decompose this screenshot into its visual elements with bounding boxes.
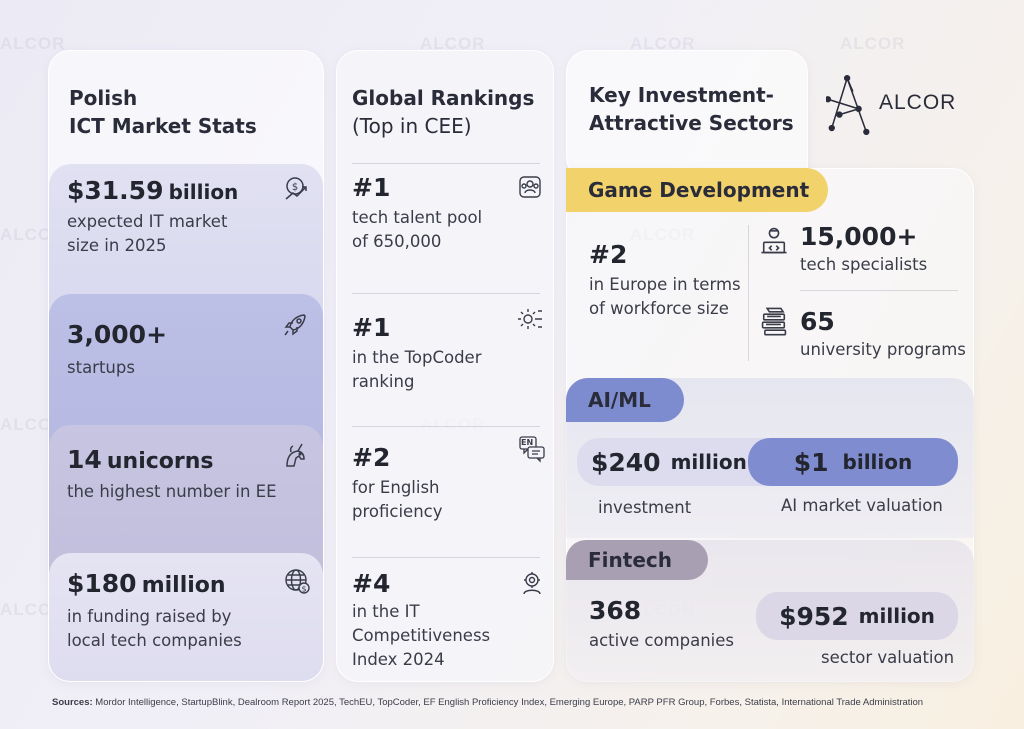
ai-valuation-unit: billion <box>842 450 913 474</box>
ranking-desc: ranking <box>352 372 415 391</box>
stat-value: 3,000+ <box>67 320 168 349</box>
unicorn-icon <box>282 441 310 469</box>
game-rank-desc: in Europe in terms <box>589 275 741 294</box>
watermark: ALCOR <box>630 34 696 53</box>
ranking-desc: tech talent pool <box>352 208 483 227</box>
ranking-item: #2 for English proficiency EN <box>352 436 545 524</box>
global-rankings-card: Global Rankings (Top in CEE) #1 tech tal… <box>336 50 554 682</box>
ranking-item: #4 in the IT Competitiveness Index 2024 <box>352 569 542 672</box>
ranking-value: #2 <box>352 443 391 472</box>
fintech-tag: Fintech <box>566 540 708 580</box>
stat-desc: expected IT market <box>67 212 228 231</box>
ranking-item: #1 tech talent pool of 650,000 <box>352 173 542 254</box>
game-rank: #2 in Europe in terms of workforce size <box>589 240 741 321</box>
team-icon <box>516 173 544 201</box>
fintech-valuation-pill: $952 million <box>756 592 958 640</box>
stat-unit: unicorns <box>106 449 214 474</box>
rocket-icon <box>282 310 310 338</box>
watermark: ALCOR <box>840 34 906 53</box>
game-development-tag: Game Development <box>566 168 828 212</box>
language-icon: EN <box>518 435 546 463</box>
sources-text: Mordor Intelligence, StartupBlink, Dealr… <box>95 697 924 708</box>
ict-title-line1: Polish <box>69 86 138 110</box>
ict-card-title: Polish ICT Market Stats <box>69 84 257 140</box>
game-rank-value: #2 <box>589 240 628 269</box>
sectors-card-title: Key Investment- Attractive Sectors <box>589 81 794 137</box>
stat-value: $31.59 <box>67 176 164 205</box>
sources-label: Sources: <box>52 697 93 708</box>
ai-investment-label: investment <box>598 498 692 517</box>
stat-desc: startups <box>67 358 135 377</box>
fintech-companies-label: active companies <box>589 631 735 650</box>
person-gear-icon <box>518 569 546 597</box>
alcor-logo-text: ALCOR <box>879 91 957 114</box>
dollar-growth-icon: $ <box>282 174 310 202</box>
stat-panel-funding: $180 million in funding raised by local … <box>49 553 323 681</box>
stat-desc: size in 2025 <box>67 236 167 255</box>
sources-footer: Sources: Mordor Intelligence, StartupBli… <box>52 697 923 708</box>
ai-investment-value: $240 <box>591 447 661 477</box>
ranking-desc: of 650,000 <box>352 232 442 251</box>
globe-dollar-icon: $ <box>283 567 311 595</box>
ranking-desc: in the TopCoder <box>352 348 482 367</box>
divider <box>352 557 540 558</box>
ict-market-card: Polish ICT Market Stats $31.59 billion e… <box>48 50 324 682</box>
ai-valuation-pill: $1 billion <box>748 438 958 486</box>
alcor-logo-mark <box>826 74 870 136</box>
stat-value: $180 <box>67 569 137 598</box>
ranking-desc: Index 2024 <box>352 650 445 669</box>
svg-text:$: $ <box>292 182 298 193</box>
divider <box>352 426 540 427</box>
fintech-companies-value: 368 <box>589 596 642 625</box>
ict-title-line2: ICT Market Stats <box>69 114 257 138</box>
alcor-logo: ALCOR <box>826 74 956 138</box>
ranking-desc: Competitiveness <box>352 626 491 645</box>
game-specialists-value: 15,000+ <box>800 222 918 251</box>
ranking-value: #1 <box>352 313 391 342</box>
stat-value: 14 <box>67 445 102 474</box>
ranking-desc: for English <box>352 478 440 497</box>
stat-unit: billion <box>168 180 239 204</box>
rankings-card-title: Global Rankings (Top in CEE) <box>352 84 534 140</box>
game-programs-value: 65 <box>800 307 835 336</box>
stat-desc: in funding raised by <box>67 607 232 626</box>
ranking-desc: proficiency <box>352 502 443 521</box>
ranking-desc: in the IT <box>352 602 420 621</box>
horizontal-divider <box>800 290 958 291</box>
watermark: ALCOR <box>420 34 486 53</box>
watermark: ALCOR <box>0 34 66 53</box>
ranking-item: #1 in the TopCoder ranking <box>352 309 542 394</box>
game-rank-desc: of workforce size <box>589 299 729 318</box>
stat-unit: million <box>141 573 226 598</box>
fintech-valuation-unit: million <box>858 604 935 628</box>
stat-desc: local tech companies <box>67 631 242 650</box>
stat-desc: the highest number in EE <box>67 482 277 501</box>
fintech-valuation-value: $952 <box>779 601 849 631</box>
gear-head-icon <box>516 305 544 333</box>
rankings-title-line1: Global Rankings <box>352 86 535 110</box>
game-specialists-label: tech specialists <box>800 255 928 274</box>
ranking-value: #4 <box>352 569 391 598</box>
fintech-valuation-label: sector valuation <box>821 648 955 667</box>
developer-icon <box>758 224 790 256</box>
ai-valuation-value: $1 <box>793 447 829 477</box>
divider <box>352 293 540 294</box>
rankings-title-line2: (Top in CEE) <box>352 114 472 138</box>
ranking-value: #1 <box>352 173 391 202</box>
books-icon <box>758 305 790 337</box>
ai-valuation-label: AI market valuation <box>781 496 943 515</box>
sectors-title-line2: Attractive Sectors <box>589 111 794 135</box>
game-programs-label: university programs <box>800 340 966 359</box>
ai-ml-tag: AI/ML <box>566 378 684 422</box>
ai-investment-unit: million <box>670 450 747 474</box>
sectors-title-line1: Key Investment- <box>589 83 774 107</box>
svg-text:$: $ <box>301 585 306 594</box>
divider <box>352 163 540 164</box>
vertical-divider <box>748 225 749 361</box>
language-icon-text: EN <box>521 438 534 447</box>
